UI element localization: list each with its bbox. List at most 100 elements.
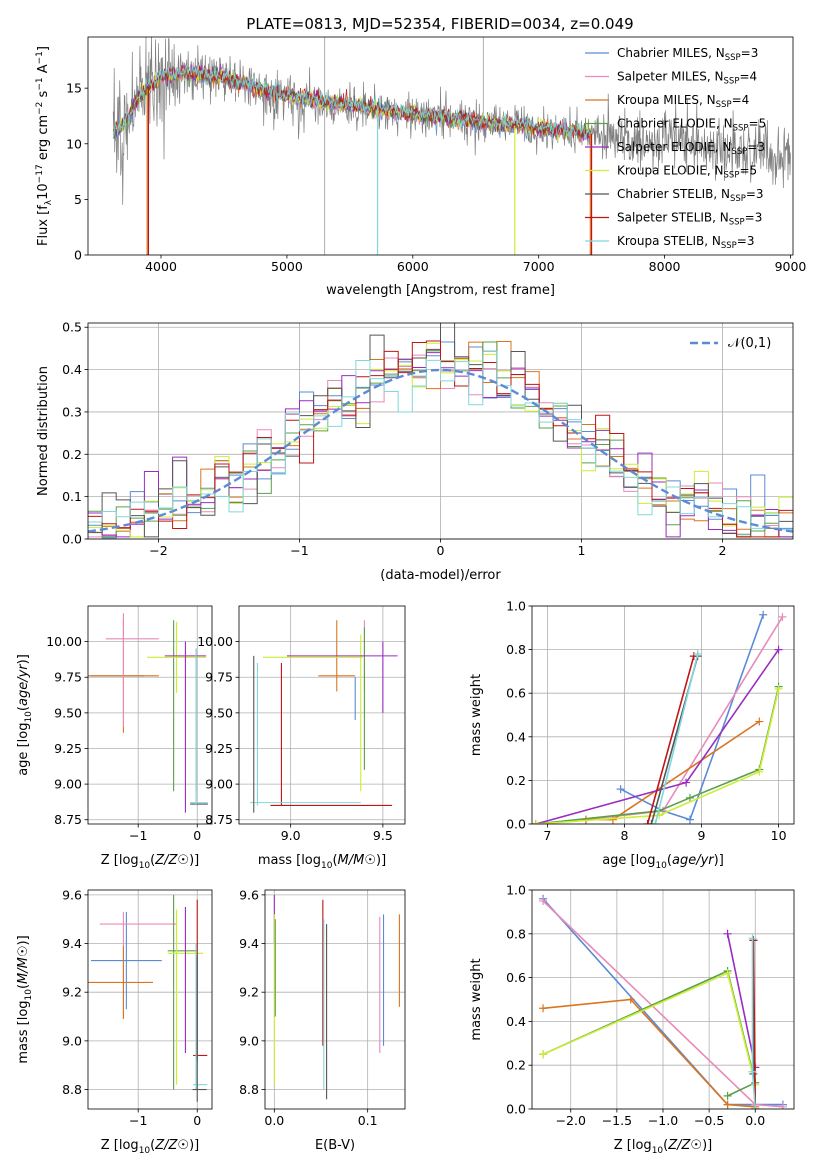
y-tick-label: 0.6 — [506, 970, 526, 985]
plus-marker — [723, 969, 732, 978]
x-tick-label: 0.0 — [745, 1113, 765, 1128]
y-tick-label: 5 — [74, 192, 82, 207]
x-tick-label: −1 — [129, 1113, 147, 1128]
y-axis-label: mass weight — [469, 958, 484, 1040]
x-tick-label: 8 — [620, 828, 628, 843]
y-tick-label: 0.6 — [506, 686, 526, 701]
axes-frame — [87, 36, 794, 256]
normal-reference-curve — [88, 368, 793, 533]
plus-marker — [755, 767, 764, 776]
y-tick-label: 8.8 — [239, 1082, 259, 1097]
plus-marker — [685, 815, 694, 824]
plus-marker — [759, 610, 768, 619]
axes-frame — [264, 889, 406, 1110]
x-tick-label: −2 — [149, 543, 167, 558]
x-axis-label: E(B-V) — [315, 1138, 355, 1153]
y-tick-label: 9.00 — [205, 777, 233, 792]
y-tick-label: 8.8 — [62, 1082, 82, 1097]
y-tick-label: 0.8 — [506, 642, 526, 657]
y-tick-label: 9.2 — [62, 985, 82, 1000]
series-salpeter-stelib — [752, 940, 757, 1109]
series-kroupa-elodie — [535, 688, 780, 824]
x-axis-label: Z [log10(Z/Z☉)] — [101, 853, 199, 871]
series-salpeter-elodie — [726, 933, 757, 1068]
panel-age_vs_mass: 9.0 9.5 8.75 9.00 9.25 9.50 9.75 10.00 mass [log… — [197, 605, 406, 871]
y-tick-label: 10 — [66, 136, 82, 151]
y-tick-label: 9.25 — [205, 741, 233, 756]
y-tick-label: 0.8 — [506, 926, 526, 941]
panel-residuals: −2 −1 0 1 2 0.0 0.1 0.2 0.3 0.4 0.5 (data-model)/er… — [36, 320, 794, 583]
x-tick-label: 7000 — [523, 259, 555, 274]
y-tick-label: 9.2 — [239, 985, 259, 1000]
plot-area — [250, 620, 398, 813]
y-tick-label: 0.2 — [506, 1058, 526, 1073]
histogram-kroupa-stelib — [88, 350, 793, 531]
y-tick-label: 0.4 — [506, 729, 526, 744]
plus-marker — [682, 778, 691, 787]
plus-marker — [693, 649, 702, 658]
plus-marker — [748, 1067, 757, 1076]
legend-entry: Chabrier ELODIE, NSSP=5 — [617, 117, 766, 134]
x-tick-label: −1 — [129, 828, 147, 843]
plus-marker — [643, 820, 652, 824]
model-spectrum-kroupa-stelib — [112, 64, 592, 141]
y-tick-label: 9.0 — [62, 1033, 82, 1048]
x-tick-label: 10 — [771, 828, 787, 843]
y-tick-label: 0.4 — [506, 1014, 526, 1029]
legend-entry: Salpeter ELODIE, NSSP=3 — [617, 140, 765, 157]
y-tick-label: 9.50 — [54, 705, 82, 720]
plus-marker — [685, 793, 694, 802]
plus-marker — [647, 820, 656, 824]
x-tick-label: 0.1 — [358, 1113, 378, 1128]
plot-area — [532, 610, 787, 824]
series-kroupa-stelib — [654, 653, 699, 824]
legend-entry: Kroupa STELIB, NSSP=3 — [617, 234, 755, 251]
y-axis-label: age [log10(age/yr)] — [16, 654, 34, 776]
model-spectrum-salpeter-stelib — [112, 63, 592, 140]
y-tick-label: 0 — [74, 248, 82, 263]
x-tick-label: −2.0 — [556, 1113, 586, 1128]
y-tick-label: 1.0 — [506, 599, 526, 614]
y-tick-label: 0.0 — [506, 817, 526, 832]
y-tick-label: 0.2 — [62, 447, 82, 462]
axes-frame — [531, 605, 795, 825]
plus-marker — [723, 929, 732, 938]
plot-area — [539, 894, 787, 1109]
y-tick-label: 0.2 — [506, 773, 526, 788]
plot-area — [112, 37, 791, 255]
x-tick-label: 5000 — [271, 259, 303, 274]
x-tick-label: 9000 — [775, 259, 807, 274]
y-tick-label: 9.6 — [239, 887, 259, 902]
plus-marker — [778, 612, 787, 621]
x-axis-label: age [log10(age/yr)] — [602, 853, 724, 871]
y-tick-label: 0.0 — [506, 1102, 526, 1117]
y-tick-label: 9.0 — [239, 1033, 259, 1048]
y-tick-label: 0.1 — [62, 489, 82, 504]
y-tick-label: 9.4 — [239, 936, 259, 951]
y-tick-label: 9.4 — [62, 936, 82, 951]
y-tick-label: 10.00 — [197, 634, 233, 649]
panel-spectrum: 4000 5000 6000 7000 8000 9000 0 5 10 15 wavelength… — [35, 36, 807, 298]
plus-marker — [748, 934, 757, 943]
x-tick-label: −1 — [290, 543, 308, 558]
axes-frame — [87, 889, 213, 1110]
y-tick-label: 10.00 — [46, 634, 82, 649]
plot-area — [88, 894, 208, 1102]
plus-marker — [539, 1004, 548, 1013]
x-tick-label: 0.0 — [264, 1113, 284, 1128]
legend-entry: Chabrier STELIB, NSSP=3 — [617, 187, 764, 204]
x-tick-label: 0 — [193, 828, 201, 843]
plot-area — [273, 894, 400, 1100]
series-kroupa-miles — [543, 998, 756, 1108]
plus-marker — [655, 811, 664, 820]
x-tick-label: −1.5 — [602, 1113, 632, 1128]
x-tick-label: 9 — [698, 828, 706, 843]
x-tick-label: −1.0 — [648, 1113, 678, 1128]
y-tick-label: 0.4 — [62, 362, 82, 377]
x-tick-label: 7 — [543, 828, 551, 843]
x-axis-label: Z [log10(Z/Z☉)] — [101, 1138, 199, 1156]
plus-marker — [532, 820, 540, 824]
plus-marker — [651, 820, 660, 824]
